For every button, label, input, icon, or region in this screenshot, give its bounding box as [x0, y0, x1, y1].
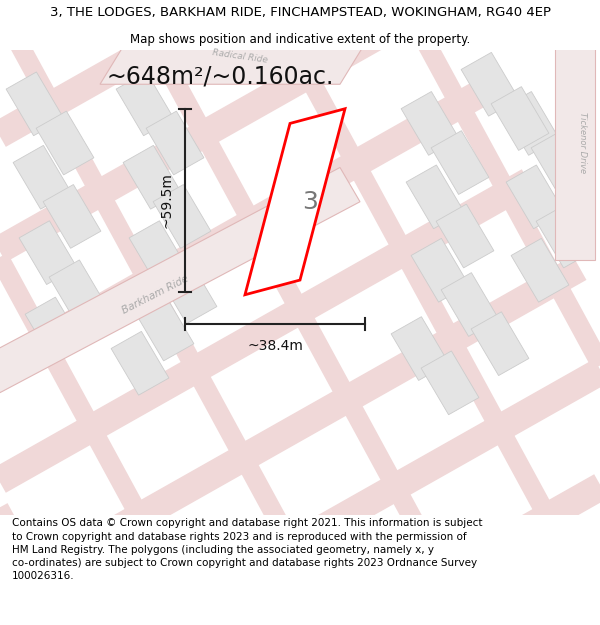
Polygon shape — [506, 165, 564, 229]
Polygon shape — [136, 297, 194, 361]
Polygon shape — [555, 36, 595, 261]
Polygon shape — [153, 184, 211, 248]
Polygon shape — [129, 221, 187, 284]
Text: Map shows position and indicative extent of the property.: Map shows position and indicative extent… — [130, 32, 470, 46]
Polygon shape — [436, 204, 494, 268]
Polygon shape — [159, 260, 217, 324]
Polygon shape — [123, 146, 181, 209]
Polygon shape — [501, 91, 559, 155]
Text: 3, THE LODGES, BARKHAM RIDE, FINCHAMPSTEAD, WOKINGHAM, RG40 4EP: 3, THE LODGES, BARKHAM RIDE, FINCHAMPSTE… — [49, 6, 551, 19]
Polygon shape — [146, 111, 204, 175]
Polygon shape — [25, 297, 83, 361]
Polygon shape — [441, 272, 499, 336]
Text: ~38.4m: ~38.4m — [247, 339, 303, 352]
Polygon shape — [6, 72, 64, 136]
Polygon shape — [391, 317, 449, 381]
Text: 3: 3 — [302, 190, 318, 214]
Text: Radical Ride: Radical Ride — [212, 49, 268, 65]
Text: Tickenor Drive: Tickenor Drive — [577, 112, 587, 174]
Text: ~648m²/~0.160ac.: ~648m²/~0.160ac. — [106, 64, 334, 88]
Polygon shape — [536, 204, 594, 268]
Polygon shape — [531, 131, 589, 194]
Polygon shape — [421, 351, 479, 415]
Polygon shape — [13, 146, 71, 209]
Polygon shape — [19, 221, 77, 284]
Polygon shape — [471, 312, 529, 376]
Polygon shape — [245, 109, 345, 295]
Polygon shape — [431, 131, 489, 194]
Polygon shape — [461, 52, 519, 116]
Polygon shape — [401, 91, 459, 155]
Polygon shape — [100, 36, 370, 84]
Text: Contains OS data © Crown copyright and database right 2021. This information is : Contains OS data © Crown copyright and d… — [12, 518, 482, 581]
Polygon shape — [511, 238, 569, 302]
Polygon shape — [111, 331, 169, 395]
Polygon shape — [49, 260, 107, 324]
Polygon shape — [43, 184, 101, 248]
Text: ~59.5m: ~59.5m — [160, 173, 174, 228]
Polygon shape — [406, 165, 464, 229]
Text: Barkham Ride: Barkham Ride — [120, 274, 190, 316]
Polygon shape — [0, 168, 360, 392]
Polygon shape — [116, 72, 174, 136]
Polygon shape — [411, 238, 469, 302]
Polygon shape — [36, 111, 94, 175]
Polygon shape — [491, 87, 549, 151]
